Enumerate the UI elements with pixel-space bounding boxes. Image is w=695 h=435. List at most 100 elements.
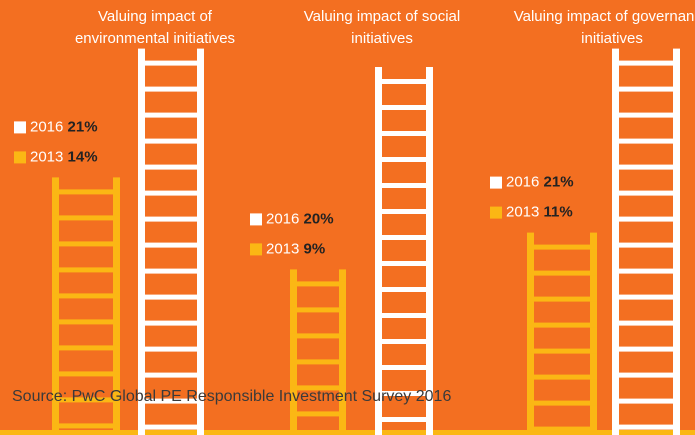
ladder-rung <box>52 397 120 403</box>
legend-value: 20% <box>304 210 334 227</box>
ladder-rung <box>138 190 204 196</box>
legend-year: 2016 <box>30 118 63 135</box>
legend-label: 2013 9% <box>266 240 325 257</box>
ladder-rung <box>527 270 597 276</box>
legend-label: 2013 14% <box>30 148 98 165</box>
ladder-rail <box>527 232 534 435</box>
ladder-rung <box>138 268 204 274</box>
legend-label: 2016 20% <box>266 210 334 227</box>
bottom-strip <box>0 430 695 435</box>
legend-label: 2016 21% <box>30 118 98 135</box>
ladder-rung <box>375 261 433 266</box>
ladder-rung <box>138 372 204 378</box>
ladder-rung <box>612 138 680 144</box>
ladder-rail <box>197 48 204 435</box>
ladder-rung <box>138 164 204 170</box>
legend-swatch <box>250 213 262 226</box>
legend-swatch <box>14 121 26 134</box>
ladder-rung <box>375 313 433 318</box>
ladder-rung <box>375 287 433 292</box>
ladder-rung <box>375 365 433 370</box>
ladder-rung <box>290 333 346 339</box>
ladder-rung <box>612 294 680 300</box>
ladder <box>290 269 346 435</box>
source: Source: PwC Global PE Responsible Invest… <box>12 388 451 405</box>
ladder-rung <box>612 424 680 430</box>
ladder-rung <box>290 281 346 287</box>
ladder-rung <box>52 345 120 351</box>
ladder-rung <box>52 241 120 247</box>
legend-year: 2013 <box>266 240 299 257</box>
panel-title: Valuing impact of governance initiatives <box>513 8 695 47</box>
ladder-rung <box>612 372 680 378</box>
legend-swatch <box>250 243 262 256</box>
ladder-rung <box>52 215 120 221</box>
legend-value: 21% <box>68 118 98 135</box>
ladder-rail <box>426 67 433 435</box>
ladder-rung <box>290 359 346 365</box>
ladder <box>527 232 597 435</box>
ladder <box>138 48 204 435</box>
ladder-rung <box>612 190 680 196</box>
ladder-rail <box>612 48 619 435</box>
ladder-rail <box>138 48 145 435</box>
ladder-rung <box>138 294 204 300</box>
ladder-rung <box>612 242 680 248</box>
ladder-rung <box>138 424 204 430</box>
ladder-rung <box>375 157 433 162</box>
ladder-rung <box>290 307 346 313</box>
ladder-rung <box>527 426 597 432</box>
ladder <box>52 177 120 435</box>
legend-value: 9% <box>304 240 326 257</box>
ladder-rung <box>138 60 204 66</box>
ladder-rail <box>290 269 297 435</box>
ladder-rung <box>375 131 433 136</box>
ladder-rail <box>590 232 597 435</box>
ladder-rung <box>52 371 120 377</box>
ladder-rung <box>52 423 120 429</box>
ladder-rung <box>375 105 433 110</box>
legend-label: 2013 11% <box>506 204 573 221</box>
ladder-rung <box>52 293 120 299</box>
ladder <box>375 67 433 435</box>
ladder-rung <box>612 346 680 352</box>
ladder-rung <box>375 235 433 240</box>
ladder <box>612 48 680 435</box>
ladder-rung <box>375 339 433 344</box>
ladder-rung <box>290 385 346 391</box>
ladder-rung <box>612 320 680 326</box>
legend-swatch <box>14 151 26 164</box>
ladder-rung <box>527 400 597 406</box>
legend-label: 2016 21% <box>506 174 574 191</box>
ladder-rung <box>375 417 433 422</box>
ladder-rung <box>527 322 597 328</box>
legend-value: 21% <box>544 174 574 191</box>
ladder-rung <box>527 348 597 354</box>
ladder-rung <box>612 164 680 170</box>
legend-value: 14% <box>68 148 98 165</box>
ladder-rung <box>527 296 597 302</box>
legend-year: 2013 <box>30 148 63 165</box>
ladder-rail <box>113 177 120 435</box>
panel-title: Valuing impact of environmental initiati… <box>74 8 236 47</box>
ladder-rung <box>52 189 120 195</box>
ladder-rung <box>612 60 680 66</box>
ladder-rung <box>138 320 204 326</box>
legend-value: 11% <box>544 204 573 221</box>
ladder-rung <box>138 138 204 144</box>
ladder-rung <box>527 244 597 250</box>
ladder-rail <box>52 177 59 435</box>
legend-year: 2013 <box>506 204 539 221</box>
ladder-rail <box>673 48 680 435</box>
legend-swatch <box>490 176 502 189</box>
ladder-rung <box>52 319 120 325</box>
legend-year: 2016 <box>506 174 539 191</box>
ladder-rung <box>138 216 204 222</box>
ladder-rung <box>612 268 680 274</box>
ladder-rung <box>138 398 204 404</box>
ladder-rung <box>138 86 204 92</box>
ladder-rail <box>339 269 346 435</box>
ladder-rung <box>138 242 204 248</box>
ladder-rung <box>138 112 204 118</box>
ladder-rung <box>290 411 346 417</box>
